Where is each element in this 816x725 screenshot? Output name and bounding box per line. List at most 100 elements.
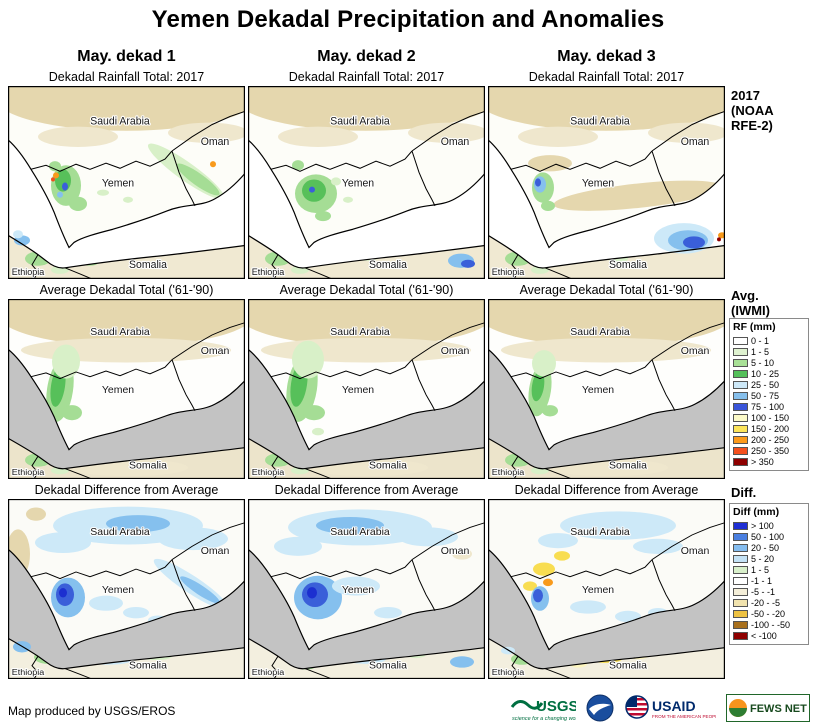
map-subtitle: Average Dekadal Total ('61-'90) <box>279 283 454 297</box>
row1-source-label: 2017 (NOAA RFE-2) <box>731 88 774 133</box>
right-rail: 2017 (NOAA RFE-2) Avg. (IWMI) RF (mm) 0 … <box>729 44 813 714</box>
arabia-coastline <box>488 86 725 249</box>
legend-entry: 200 - 250 <box>733 434 805 445</box>
country-border <box>64 267 93 279</box>
country-border <box>30 150 173 172</box>
rain-blob <box>332 576 380 596</box>
label-somalia: Somalia <box>369 661 407 672</box>
legend-label: 1 - 5 <box>751 346 770 357</box>
legend-entry: 100 - 150 <box>733 412 805 423</box>
country-border <box>304 267 333 279</box>
rain-blob <box>450 656 474 668</box>
legend-label: 5 - 10 <box>751 357 775 368</box>
legend-entry: 0 - 1 <box>733 335 805 346</box>
rain-blob <box>248 299 485 347</box>
country-border <box>171 322 245 361</box>
legend-swatch <box>733 620 748 629</box>
rain-blob <box>488 299 725 347</box>
map-row1-dekad1: Saudi Arabia Oman Yemen Ethiopia Somalia <box>8 86 245 279</box>
noaa-logo <box>586 694 614 722</box>
country-border <box>31 456 39 479</box>
map-subtitle: Average Dekadal Total ('61-'90) <box>39 283 214 297</box>
precip-map: Saudi Arabia Oman Yemen Ethiopia Somalia <box>248 499 485 679</box>
rain-blob <box>531 371 545 402</box>
africa-coastline <box>488 437 725 479</box>
country-border <box>544 267 573 279</box>
legend-label: -1 - 1 <box>751 575 773 586</box>
rain-blob <box>97 189 109 196</box>
country-border <box>64 668 93 679</box>
rain-blob <box>374 607 402 619</box>
africa-coastline <box>8 234 245 279</box>
legend-label: 10 - 25 <box>751 368 780 379</box>
rain-blob <box>538 533 578 549</box>
fewsnet-frame <box>726 694 810 722</box>
legend-swatch <box>733 543 748 552</box>
map-row2-dekad1: Saudi Arabia Oman Yemen Ethiopia Somalia <box>8 299 245 479</box>
rain-blob <box>683 236 705 249</box>
map-subtitle: Average Dekadal Total ('61-'90) <box>519 283 694 297</box>
legend-swatch <box>733 358 748 367</box>
column-header-dekad-2: May. dekad 2 <box>317 48 416 65</box>
rain-blob <box>158 527 228 551</box>
usgs-logo-text: USGS <box>536 698 576 715</box>
country-border <box>511 656 519 679</box>
map-frame <box>248 499 485 679</box>
rain-blob <box>343 196 353 203</box>
country-border <box>511 456 519 479</box>
legend-entry: 5 - 10 <box>733 357 805 368</box>
difference-legend-title: Diff (mm) <box>733 506 780 518</box>
legend-swatch <box>733 435 748 444</box>
country-border <box>171 150 196 207</box>
label-ethiopia: Ethiopia <box>252 267 285 277</box>
label-somalia: Somalia <box>129 461 167 472</box>
country-border <box>171 522 245 561</box>
map-row2-dekad3: Saudi Arabia Oman Yemen Ethiopia Somalia <box>488 299 725 479</box>
label-somalia: Somalia <box>129 661 167 672</box>
rain-blob <box>554 551 570 561</box>
label-ethiopia: Ethiopia <box>12 467 45 477</box>
label-oman: Oman <box>681 346 710 357</box>
credit-text: Map produced by USGS/EROS <box>8 704 176 718</box>
label-ethiopia: Ethiopia <box>12 267 45 277</box>
precip-map: Saudi Arabia Oman Yemen Ethiopia Somalia <box>8 499 245 679</box>
country-border <box>511 254 519 279</box>
legend-label: -100 - -50 <box>751 619 791 630</box>
country-border <box>544 468 573 479</box>
rain-blob <box>398 527 458 547</box>
usgs-tagline: science for a changing world <box>512 716 576 722</box>
rain-blob <box>168 122 245 143</box>
label-yemen: Yemen <box>102 585 135 596</box>
label-somalia: Somalia <box>609 259 647 271</box>
legend-entry: -50 - -20 <box>733 608 805 619</box>
country-border <box>411 110 485 152</box>
legend-label: 100 - 150 <box>751 412 790 423</box>
precip-map: Saudi Arabia Oman Yemen Ethiopia Somalia <box>488 499 725 679</box>
rain-blob <box>35 532 91 553</box>
rain-blob <box>307 587 317 599</box>
footer: Map produced by USGS/EROS USGS science f… <box>8 694 810 722</box>
rain-blob <box>488 86 725 131</box>
fewsnet-leaf-icon <box>729 708 747 717</box>
legend-swatch <box>733 576 748 585</box>
maps-grid: May. dekad 1 May. dekad 2 May. dekad 3 Deka… <box>8 44 725 679</box>
column-header-dekad-1: May. dekad 1 <box>77 48 176 65</box>
legend-label: 1 - 5 <box>751 564 770 575</box>
rain-blob <box>309 186 315 193</box>
map-subtitle: Dekadal Rainfall Total: 2017 <box>48 70 205 84</box>
noaa-ring <box>586 694 614 722</box>
label-somalia: Somalia <box>609 661 647 672</box>
rain-blob <box>51 177 55 182</box>
legend-swatch <box>733 424 748 433</box>
africa-coastline <box>248 234 485 279</box>
rain-blob <box>59 588 67 598</box>
map-subtitle: Dekadal Difference from Average <box>274 483 459 497</box>
map-row1-dekad3: Saudi Arabia Oman Yemen Ethiopia Somalia <box>488 86 725 279</box>
noaa-seabird-icon <box>589 703 611 715</box>
usgs-wave-icon <box>510 700 544 710</box>
africa-coastline <box>488 637 725 679</box>
legend-entry: 10 - 25 <box>733 368 805 379</box>
map-frame <box>248 86 485 279</box>
rain-blob <box>535 178 541 187</box>
